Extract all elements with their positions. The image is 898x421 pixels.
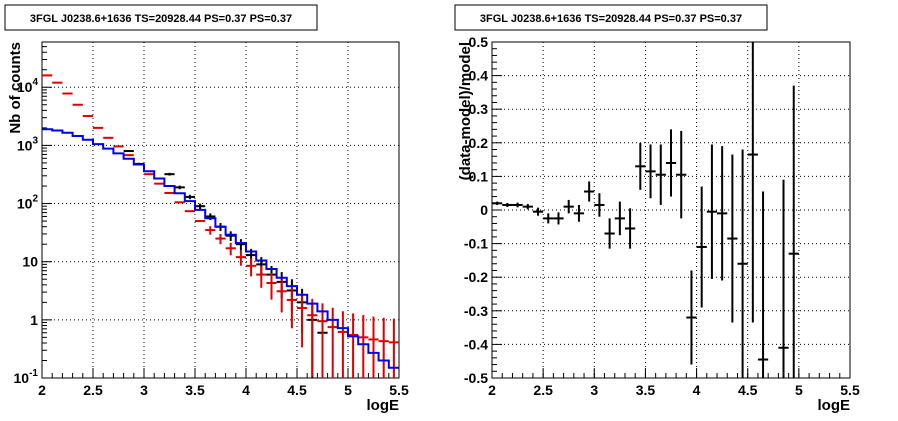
x-tick-label-right: 3: [590, 382, 598, 398]
y-tick-label-right: 0.1: [469, 168, 489, 184]
x-tick-label-left: 2: [38, 382, 46, 398]
x-tick-label-left: 3.5: [185, 382, 205, 398]
x-tick-label-left: 4.5: [287, 382, 307, 398]
model-step-line: [42, 128, 399, 369]
x-tick-label-right: 3.5: [636, 382, 656, 398]
x-tick-label-left: 3: [140, 382, 148, 398]
x-tick-label-right: 4.5: [738, 382, 758, 398]
x-axis-title-left: logE: [367, 397, 400, 414]
x-tick-label-right: 4: [693, 382, 701, 398]
y-tick-label-right: 0.4: [469, 68, 489, 84]
x-tick-label-right: 5: [795, 382, 803, 398]
grid-left: [42, 42, 399, 378]
y-tick-label-right: 0: [480, 202, 488, 218]
y-axis-title-left: Nb of counts: [7, 42, 24, 134]
title-box-left: [4, 4, 318, 31]
ticks-right: 2 2.5 3 3.5 4 4.5 5 5.5 -0.5 -0.4 -0.3 -0.2 -0.1 0 0.1…: [464, 34, 860, 398]
y-tick-label-right: 0.5: [469, 34, 489, 50]
y-tick-label-right: 0.2: [469, 135, 489, 151]
y-tick-label-left: 10: [22, 254, 38, 270]
y-tick-label-right: -0.3: [464, 303, 488, 319]
y-tick-label-right: -0.2: [464, 269, 488, 285]
counts-panel: 3FGL J0238.6+1636 TS=20928.44 PS=0.37 PS…: [4, 4, 409, 414]
y-tick-label-right: -0.1: [464, 236, 488, 252]
x-tick-label-right: 5.5: [840, 382, 860, 398]
x-tick-label-left: 5: [344, 382, 352, 398]
chart-title-right: 3FGL J0238.6+1636 TS=20928.44 PS=0.37 PS…: [480, 13, 742, 25]
x-tick-label-right: 2.5: [533, 382, 553, 398]
x-tick-label-right: 2: [488, 382, 496, 398]
y-tick-label-left: 102: [17, 194, 39, 212]
y-tick-label-left: 104: [17, 77, 39, 95]
y-tick-label-left: 10-1: [14, 368, 39, 386]
ticks-left: 2 2.5 3 3.5 4 4.5 5 5.5 10-1 1 10 102 103 104: [14, 46, 409, 398]
y-tick-label-right: -0.5: [464, 370, 488, 386]
x-tick-label-left: 2.5: [83, 382, 103, 398]
chart-title-left: 3FGL J0238.6+1636 TS=20928.44 PS=0.37 PS…: [30, 13, 292, 25]
x-tick-label-left: 5.5: [389, 382, 409, 398]
grid-right: [492, 42, 850, 378]
title-box-right: [454, 4, 768, 31]
y-tick-label-right: 0.3: [469, 101, 489, 117]
x-axis-title-right: logE: [818, 397, 851, 414]
counts-data: [42, 74, 399, 378]
plot-frame-left: [41, 41, 400, 379]
y-tick-label-left: 103: [17, 135, 39, 153]
y-axis-title-right: (data-model)/model: [457, 42, 474, 180]
x-tick-label-left: 4: [242, 382, 250, 398]
residuals-panel: 3FGL J0238.6+1636 TS=20928.44 PS=0.37 PS…: [454, 4, 860, 414]
y-tick-label-left: 1: [30, 312, 38, 328]
residuals-data: [492, 42, 799, 378]
y-tick-label-right: -0.4: [464, 336, 488, 352]
